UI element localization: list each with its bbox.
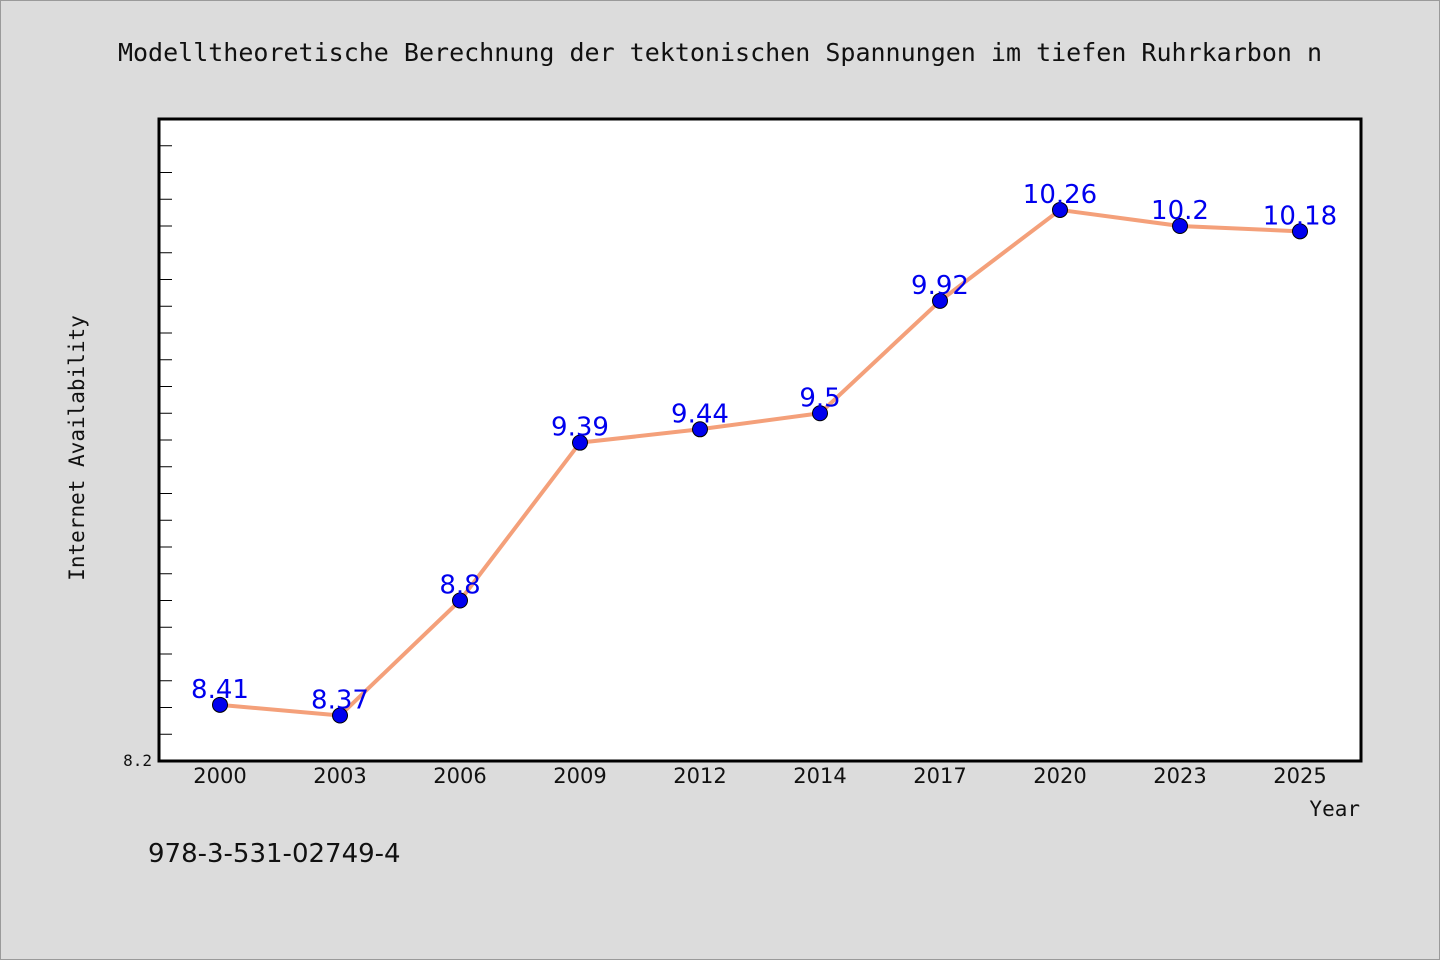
x-tick-label: 2006 — [433, 764, 486, 788]
data-label: 8.8 — [439, 571, 480, 601]
data-point — [332, 707, 348, 724]
x-axis-tick-labels: 2000 2003 2006 2009 2012 2014 2017 2020 2023 2025 — [193, 764, 1326, 788]
isbn-text: 978-3-531-02749-4 — [148, 839, 401, 869]
y-tick-label: 8.2 — [123, 751, 152, 770]
series-line — [219, 207, 1301, 718]
data-label: 8.37 — [311, 686, 369, 716]
data-point — [1172, 218, 1188, 234]
data-point — [932, 292, 948, 309]
y-axis-title: Internet Availability — [65, 315, 89, 581]
data-point — [572, 434, 588, 451]
data-point — [812, 405, 828, 422]
x-tick-label: 2023 — [1153, 764, 1206, 788]
y-axis-ticks — [159, 118, 172, 762]
data-point — [452, 592, 468, 609]
x-axis-title: Year — [1309, 797, 1360, 821]
x-tick-label: 2020 — [1033, 764, 1086, 788]
plot-area — [157, 117, 1363, 763]
data-label: 10.26 — [1023, 180, 1097, 210]
data-label: 10.2 — [1151, 196, 1209, 226]
x-tick-label: 2014 — [793, 764, 846, 788]
x-tick-label: 2003 — [313, 764, 366, 788]
data-point — [1292, 223, 1308, 240]
x-tick-label: 2009 — [553, 764, 606, 788]
data-label: 9.44 — [671, 399, 729, 429]
x-tick-label: 2000 — [193, 764, 246, 788]
data-label: 9.5 — [799, 383, 840, 413]
data-label: 9.39 — [551, 413, 609, 443]
data-point — [212, 696, 228, 713]
data-point — [1052, 201, 1068, 218]
series-group: 8.41 8.37 8.8 9.39 9.44 9.5 9.92 10.26 10.2 10.18 — [191, 180, 1337, 724]
x-tick-label: 2017 — [913, 764, 966, 788]
chart-title: Modelltheoretische Berechnung der tekton… — [118, 38, 1322, 67]
x-tick-label: 2025 — [1273, 764, 1326, 788]
data-label: 9.92 — [911, 271, 969, 301]
data-label: 8.41 — [191, 675, 249, 705]
x-tick-label: 2012 — [673, 764, 726, 788]
data-label: 10.18 — [1263, 201, 1337, 231]
data-point — [692, 421, 708, 438]
